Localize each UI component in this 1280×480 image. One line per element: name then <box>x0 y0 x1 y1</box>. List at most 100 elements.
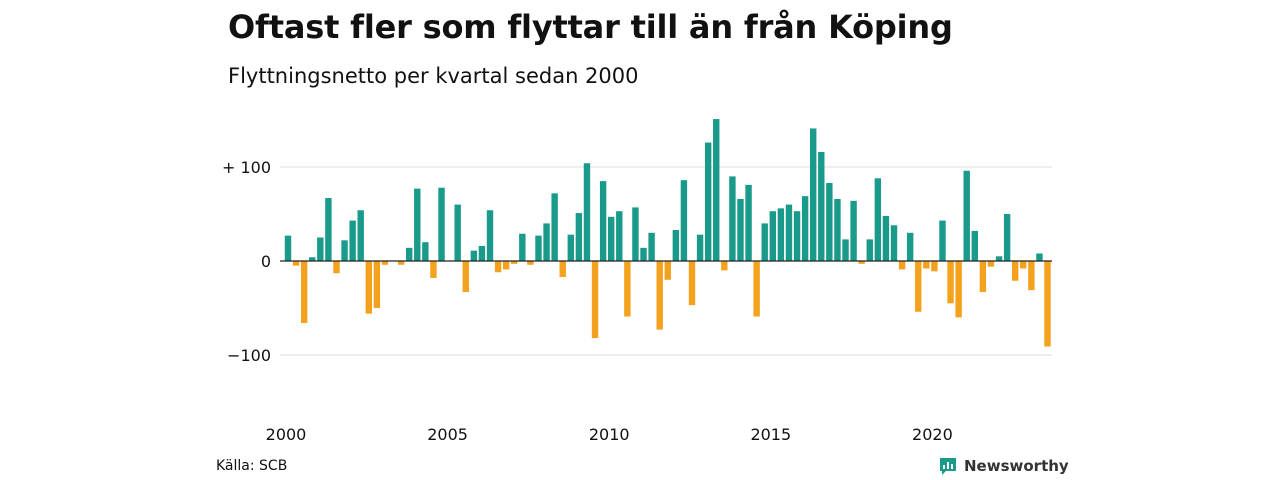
x-tick-label: 2000 <box>266 425 307 444</box>
bar <box>1028 261 1035 291</box>
bar <box>624 261 631 317</box>
bar <box>575 213 583 261</box>
bar <box>688 261 696 306</box>
brand-logo[interactable]: Newsworthy <box>938 456 1069 476</box>
bar <box>842 239 849 261</box>
bar <box>349 220 356 261</box>
bar <box>923 261 930 269</box>
bar <box>559 261 566 277</box>
bar <box>1044 261 1051 347</box>
bar <box>721 261 728 271</box>
bar <box>737 198 744 261</box>
bar-chart: + 100 0 −100 2000 2005 2010 2015 2020 <box>222 119 1052 444</box>
bar <box>761 223 768 261</box>
bar <box>478 245 486 261</box>
bar <box>939 220 946 261</box>
bar <box>696 234 704 261</box>
bar <box>422 242 429 261</box>
bar <box>915 261 922 312</box>
bar <box>300 261 308 324</box>
bar <box>1036 253 1043 261</box>
bar <box>874 178 882 261</box>
bar <box>583 163 591 261</box>
bar <box>753 261 760 317</box>
x-tick-label: 2005 <box>427 425 468 444</box>
bar <box>357 210 364 261</box>
bar <box>438 187 445 261</box>
bar <box>414 188 421 261</box>
chart-title: Oftast fler som flyttar till än från Köp… <box>228 8 953 46</box>
brand-name: Newsworthy <box>964 457 1069 475</box>
bar <box>866 239 873 261</box>
bar <box>713 119 720 261</box>
y-tick-label: 0 <box>261 252 271 271</box>
bar <box>664 261 671 280</box>
bar <box>640 247 647 261</box>
bar <box>834 198 841 261</box>
bar <box>745 184 752 261</box>
bar <box>333 261 340 274</box>
bar <box>963 170 970 261</box>
bar <box>987 261 995 267</box>
bar <box>955 261 962 318</box>
bar <box>680 180 688 261</box>
bar <box>599 181 607 261</box>
bar <box>608 216 615 261</box>
bar <box>551 193 558 261</box>
bar <box>406 247 413 261</box>
bar <box>979 261 987 293</box>
bar <box>890 225 898 261</box>
x-tick-label: 2010 <box>589 425 630 444</box>
bar <box>850 200 857 261</box>
bar <box>486 210 494 261</box>
bar <box>704 142 712 261</box>
bar <box>591 261 599 339</box>
bar <box>971 230 978 261</box>
bar <box>430 261 437 278</box>
bar <box>826 182 833 261</box>
bar <box>1020 261 1027 269</box>
bar <box>785 204 793 261</box>
bar <box>292 261 300 266</box>
bar <box>284 235 292 261</box>
bar <box>801 196 809 261</box>
bar <box>810 128 817 261</box>
bar <box>1012 261 1019 281</box>
x-tick-label: 2015 <box>750 425 791 444</box>
bar <box>502 261 510 270</box>
newsworthy-logo-icon <box>940 458 956 475</box>
bar <box>365 261 372 314</box>
bar <box>527 261 534 265</box>
x-tick-label: 2020 <box>912 425 953 444</box>
source-note: Källa: SCB <box>216 458 288 474</box>
y-tick-label: −100 <box>227 346 271 365</box>
bar <box>947 261 954 304</box>
chart-subtitle: Flyttningsnetto per kvartal sedan 2000 <box>228 64 639 88</box>
bar <box>672 229 680 261</box>
bar <box>882 215 890 261</box>
bar <box>906 232 914 261</box>
bar <box>494 261 502 273</box>
bar <box>373 261 381 308</box>
bar <box>397 261 405 265</box>
bar <box>931 261 938 272</box>
bar <box>511 261 518 264</box>
bar <box>309 257 316 261</box>
bar <box>632 207 639 261</box>
bar <box>543 223 550 261</box>
bar <box>470 250 478 261</box>
bar <box>616 211 623 261</box>
bar <box>381 261 389 265</box>
bar <box>317 237 324 261</box>
bar <box>995 256 1003 261</box>
bar <box>462 261 469 293</box>
bar <box>656 261 663 330</box>
bar <box>648 232 655 261</box>
bar <box>818 151 825 261</box>
bar <box>729 176 736 261</box>
bar <box>898 261 906 270</box>
bar <box>535 235 542 261</box>
bar <box>777 208 785 261</box>
bar <box>567 234 574 261</box>
bar <box>793 211 801 261</box>
